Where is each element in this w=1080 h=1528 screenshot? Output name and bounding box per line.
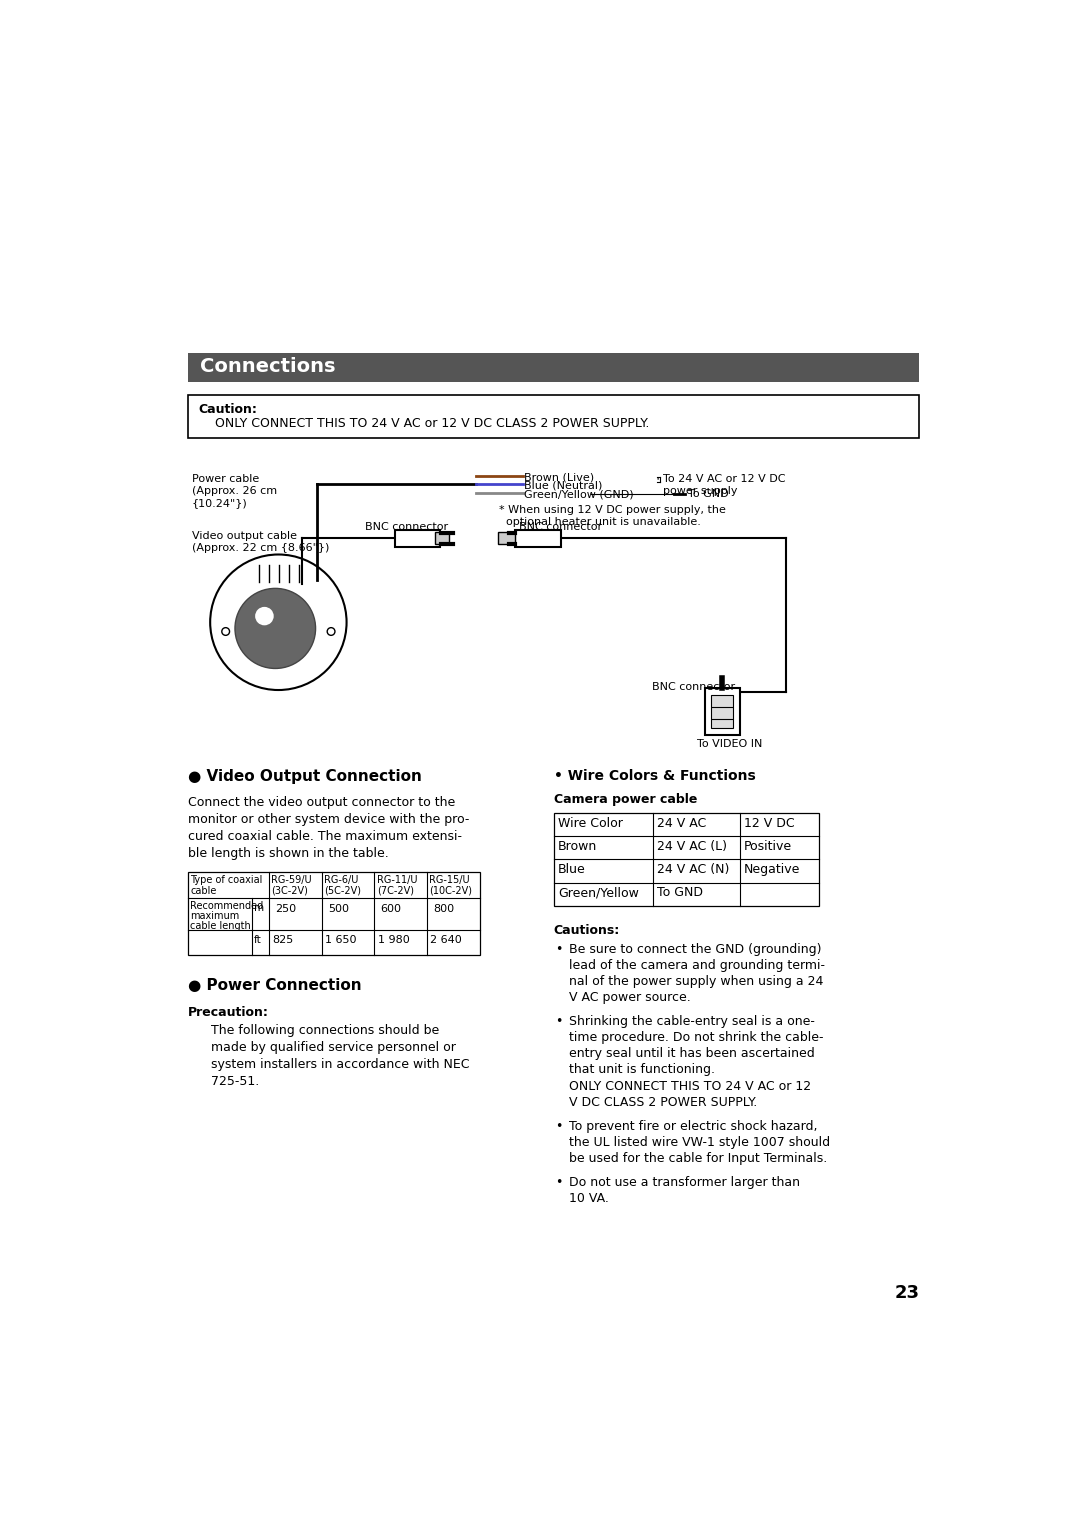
FancyBboxPatch shape [498,532,515,544]
FancyBboxPatch shape [188,353,919,382]
Text: maximum: maximum [190,911,240,921]
FancyBboxPatch shape [554,813,819,906]
FancyBboxPatch shape [188,396,919,439]
Text: (7C-2V): (7C-2V) [377,886,414,895]
Text: Positive: Positive [744,840,793,853]
Text: Green/Yellow (GND): Green/Yellow (GND) [524,489,634,500]
Text: (10C-2V): (10C-2V) [430,886,473,895]
Text: Precaution:: Precaution: [188,1005,269,1019]
Text: be used for the cable for Input Terminals.: be used for the cable for Input Terminal… [569,1152,827,1164]
Text: * When using 12 V DC power supply, the
  optional heater unit is unavailable.: * When using 12 V DC power supply, the o… [499,506,726,527]
Text: 1 980: 1 980 [378,935,409,944]
Text: m: m [254,903,264,912]
Text: Wire Color: Wire Color [558,817,623,830]
Text: Camera power cable: Camera power cable [554,793,697,807]
Text: Connections: Connections [200,358,336,376]
Circle shape [255,607,273,625]
Text: BNC connector: BNC connector [652,683,735,692]
Text: Type of coaxial: Type of coaxial [190,876,262,885]
Text: To GND: To GND [688,489,729,500]
Text: ● Video Output Connection: ● Video Output Connection [188,769,421,784]
Circle shape [211,555,347,691]
Text: Blue: Blue [558,863,586,876]
Text: •: • [555,1120,563,1132]
Text: entry seal until it has been ascertained: entry seal until it has been ascertained [569,1047,814,1060]
Text: To 24 V AC or 12 V DC
power supply: To 24 V AC or 12 V DC power supply [663,474,785,497]
Text: Brown (Live): Brown (Live) [524,472,594,483]
FancyBboxPatch shape [394,530,440,547]
Text: RG-15/U: RG-15/U [430,876,470,885]
Text: cable length: cable length [190,921,251,931]
Text: lead of the camera and grounding termi-: lead of the camera and grounding termi- [569,958,825,972]
Text: To prevent fire or electric shock hazard,: To prevent fire or electric shock hazard… [569,1120,818,1132]
Text: ONLY CONNECT THIS TO 24 V AC or 12: ONLY CONNECT THIS TO 24 V AC or 12 [569,1080,811,1093]
Text: Caution:: Caution: [199,403,257,416]
Text: Green/Yellow: Green/Yellow [558,886,639,900]
FancyBboxPatch shape [711,695,732,727]
Text: Shrinking the cable-entry seal is a one-: Shrinking the cable-entry seal is a one- [569,1015,815,1028]
Text: cable: cable [190,886,216,895]
Text: ble length is shown in the table.: ble length is shown in the table. [188,847,389,860]
FancyBboxPatch shape [704,688,740,735]
Text: To GND: To GND [658,886,703,900]
Text: 2 640: 2 640 [430,935,462,944]
Text: 10 VA.: 10 VA. [569,1192,609,1206]
Text: BNC connector: BNC connector [365,523,448,532]
Text: BNC connector: BNC connector [518,523,602,532]
Text: RG-59/U: RG-59/U [271,876,312,885]
Text: RG-11/U: RG-11/U [377,876,417,885]
Text: Blue (Neutral): Blue (Neutral) [524,480,603,490]
Text: Cautions:: Cautions: [554,924,620,937]
Text: that unit is functioning.: that unit is functioning. [569,1063,715,1076]
Circle shape [235,588,315,668]
Text: 1 650: 1 650 [325,935,356,944]
Circle shape [327,628,335,636]
Text: V DC CLASS 2 POWER SUPPLY.: V DC CLASS 2 POWER SUPPLY. [569,1096,757,1109]
Text: Recommended: Recommended [190,902,264,911]
Text: The following connections should be: The following connections should be [211,1024,440,1038]
Text: 12 V DC: 12 V DC [744,817,795,830]
Text: (3C-2V): (3C-2V) [271,886,308,895]
Text: Brown: Brown [558,840,597,853]
Text: time procedure. Do not shrink the cable-: time procedure. Do not shrink the cable- [569,1031,824,1044]
Text: 23: 23 [894,1285,919,1302]
Text: •: • [555,1015,563,1028]
FancyBboxPatch shape [188,872,480,955]
Text: ONLY CONNECT THIS TO 24 V AC or 12 V DC CLASS 2 POWER SUPPLY.: ONLY CONNECT THIS TO 24 V AC or 12 V DC … [199,417,649,429]
Text: system installers in accordance with NEC: system installers in accordance with NEC [211,1057,470,1071]
Text: Do not use a transformer larger than: Do not use a transformer larger than [569,1177,800,1189]
Text: 24 V AC: 24 V AC [658,817,706,830]
Text: nal of the power supply when using a 24: nal of the power supply when using a 24 [569,975,823,989]
Text: made by qualified service personnel or: made by qualified service personnel or [211,1041,456,1054]
Text: ● Power Connection: ● Power Connection [188,978,362,993]
Text: 250: 250 [275,905,296,914]
Text: V AC power source.: V AC power source. [569,992,691,1004]
Text: cured coaxial cable. The maximum extensi-: cured coaxial cable. The maximum extensi… [188,830,462,843]
Circle shape [221,628,230,636]
Text: monitor or other system device with the pro-: monitor or other system device with the … [188,813,469,827]
Text: 24 V AC (N): 24 V AC (N) [658,863,730,876]
Text: (5C-2V): (5C-2V) [324,886,361,895]
Text: • Wire Colors & Functions: • Wire Colors & Functions [554,769,755,782]
Text: 800: 800 [433,905,455,914]
Text: Video output cable
(Approx. 22 cm {8.66"}): Video output cable (Approx. 22 cm {8.66"… [191,532,329,553]
Text: Power cable
(Approx. 26 cm
{10.24"}): Power cable (Approx. 26 cm {10.24"}) [191,474,276,507]
Text: 825: 825 [272,935,294,944]
Text: RG-6/U: RG-6/U [324,876,359,885]
FancyBboxPatch shape [435,532,449,544]
FancyBboxPatch shape [515,530,562,547]
Text: To VIDEO IN: To VIDEO IN [697,740,762,749]
Text: Negative: Negative [744,863,800,876]
Text: 600: 600 [380,905,402,914]
Text: ft: ft [254,935,261,944]
Text: 24 V AC (L): 24 V AC (L) [658,840,727,853]
Text: •: • [555,943,563,955]
Text: 725-51.: 725-51. [211,1076,259,1088]
Text: Be sure to connect the GND (grounding): Be sure to connect the GND (grounding) [569,943,822,955]
Text: the UL listed wire VW-1 style 1007 should: the UL listed wire VW-1 style 1007 shoul… [569,1135,831,1149]
Text: 500: 500 [328,905,349,914]
Text: Connect the video output connector to the: Connect the video output connector to th… [188,796,455,810]
Text: •: • [555,1177,563,1189]
